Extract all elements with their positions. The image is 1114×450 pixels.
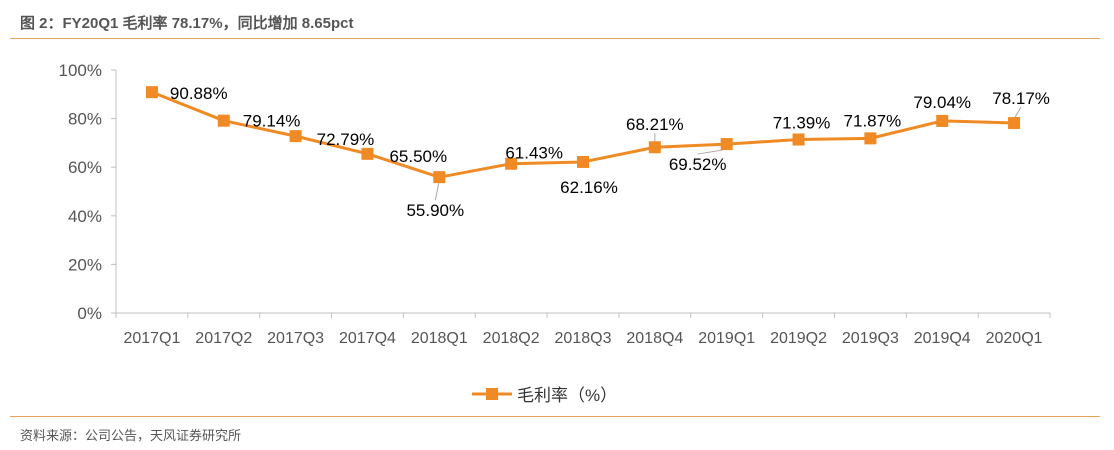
data-point-2018Q2: [505, 157, 518, 170]
x-tick-label: 2018Q2: [483, 330, 540, 347]
legend-marker: [486, 388, 498, 400]
x-tick-label: 2017Q4: [339, 330, 396, 347]
data-label-2018Q3: 62.16%: [560, 178, 618, 197]
y-tick-label: 80%: [68, 110, 102, 129]
data-point-2019Q4: [936, 114, 949, 127]
x-tick-label: 2019Q4: [914, 330, 971, 347]
data-point-2019Q2: [792, 133, 805, 146]
x-tick-label: 2019Q3: [842, 330, 899, 347]
figure-title: 图 2：FY20Q1 毛利率 78.17%，同比增加 8.65pct: [20, 15, 354, 32]
data-point-2017Q1: [145, 86, 158, 99]
data-point-2018Q1: [433, 171, 446, 184]
data-point-2018Q3: [577, 155, 589, 168]
x-tick-label: 2019Q1: [698, 330, 755, 347]
data-label-2019Q3: 71.87%: [844, 111, 902, 130]
legend-label: 毛利率（%）: [517, 386, 617, 405]
data-labels: 90.88% 79.14% 72.79% 65.50% 55.90% 61.43% 62.1…: [170, 84, 1050, 220]
source-note: 资料来源：公司公告，天风证券研究所: [20, 428, 242, 443]
series-gross-margin: [145, 86, 1021, 184]
x-tick-label: 2018Q1: [411, 330, 468, 347]
y-tick-label: 40%: [68, 207, 102, 226]
x-tick-label: 2017Q3: [267, 330, 324, 347]
x-tick-label: 2017Q1: [123, 330, 180, 347]
data-point-2020Q1: [1008, 117, 1021, 130]
leader-line: [434, 183, 440, 201]
leader-line: [697, 149, 723, 155]
x-tick-label: 2019Q2: [770, 330, 827, 347]
data-label-2020Q1: 78.17%: [992, 89, 1050, 108]
data-label-2018Q4: 68.21%: [626, 115, 684, 134]
data-point-2017Q4: [361, 147, 374, 160]
y-tick-label: 0%: [77, 304, 102, 323]
data-label-2019Q2: 71.39%: [773, 114, 831, 133]
x-tick-label: 2018Q3: [555, 330, 612, 347]
source-divider: [10, 416, 1100, 417]
y-tick-label: 60%: [68, 158, 102, 177]
data-label-2017Q2: 79.14%: [243, 112, 301, 131]
y-tick-label: 20%: [68, 255, 102, 274]
legend: 毛利率（%）: [472, 386, 617, 405]
x-axis: 2017Q1 2017Q2 2017Q3 2017Q4 2018Q1 2018Q2 2018…: [115, 312, 1051, 347]
data-label-2017Q1: 90.88%: [170, 84, 228, 103]
y-tick-label: 100%: [59, 61, 102, 80]
data-point-2017Q2: [217, 114, 230, 127]
data-label-2017Q3: 72.79%: [317, 130, 375, 149]
data-label-2019Q4: 79.04%: [913, 93, 971, 112]
data-point-2019Q1: [720, 138, 733, 151]
x-tick-label: 2017Q2: [195, 330, 252, 347]
data-point-2018Q4: [648, 141, 661, 154]
x-tick-label: 2018Q4: [626, 330, 683, 347]
data-label-2019Q1: 69.52%: [669, 155, 727, 174]
data-point-2017Q3: [289, 130, 302, 143]
data-label-2018Q2: 61.43%: [505, 144, 563, 163]
leader-line: [1014, 106, 1022, 118]
y-axis: 0% 20% 40% 60% 80% 100%: [59, 61, 117, 323]
data-point-2019Q3: [864, 132, 877, 145]
data-label-2017Q4: 65.50%: [389, 147, 447, 166]
data-label-2018Q1: 55.90%: [406, 201, 464, 220]
x-tick-label: 2020Q1: [986, 330, 1043, 347]
title-divider: [10, 38, 1100, 39]
